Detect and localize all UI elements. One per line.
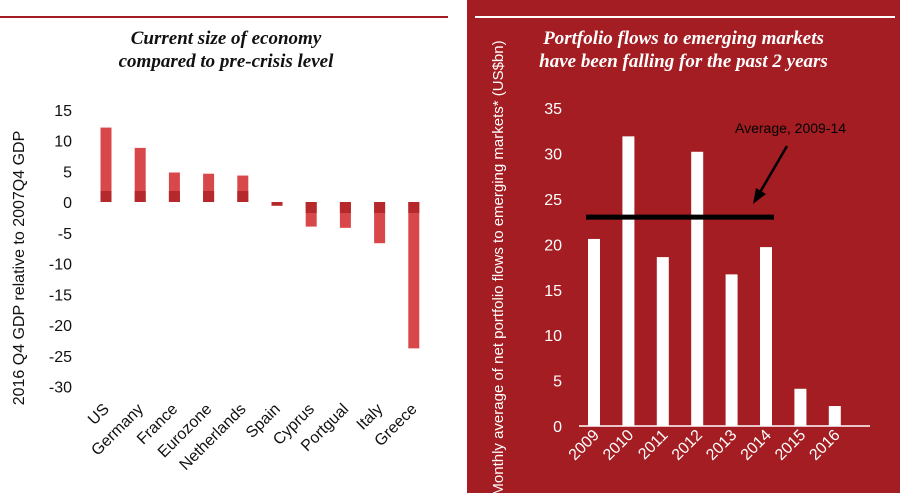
gdp-bar-base-greece: [408, 202, 420, 213]
gdp-bar-base-netherlands: [237, 191, 249, 202]
gdp-bar-us: [100, 127, 112, 202]
gdp-bar-cyprus: [305, 202, 317, 227]
flow-bar-2012: [691, 151, 704, 426]
gdp-bar-base-eurozone: [203, 191, 215, 202]
x-category-label: 2012: [669, 427, 706, 464]
flow-bar-2011: [656, 257, 669, 426]
gdp-bar-base-portgual: [339, 202, 351, 213]
y-tick-label: 10: [544, 328, 562, 345]
right-title-line-2: have been falling for the past 2 years: [539, 51, 828, 72]
left-chart-title: Current size of economy compared to pre-…: [0, 27, 452, 73]
y-tick-label: 30: [544, 147, 562, 164]
left-chart-panel: Current size of economy compared to pre-…: [0, 16, 452, 474]
gdp-bar-portgual: [339, 202, 351, 228]
flow-bar-2015: [794, 388, 807, 426]
x-category-label: 2016: [806, 427, 843, 464]
left-title-rule: [0, 16, 448, 18]
right-title-rule: [475, 16, 895, 18]
y-tick-label: 35: [544, 101, 562, 118]
y-tick-label: 0: [63, 195, 72, 212]
right-chart-title: Portfolio flows to emerging markets have…: [467, 27, 900, 73]
gdp-bar-eurozone: [203, 173, 215, 202]
gdp-bar-france: [168, 172, 180, 202]
left-title-line-2: compared to pre-crisis level: [118, 51, 334, 72]
y-axis-label: 2016 Q4 GDP relative to 2007Q4 GDP: [11, 131, 28, 406]
y-tick-label: 15: [544, 283, 562, 300]
right-title-line-1: Portfolio flows to emerging markets: [543, 28, 824, 49]
y-tick-label: -5: [58, 226, 72, 243]
y-tick-label: 5: [63, 164, 72, 181]
y-tick-label: -10: [49, 257, 72, 274]
flow-bar-2016: [828, 406, 841, 426]
portfolio-flows-bar-chart: 0 5 10 15 20 25 30 35 Monthly average of net por…: [490, 40, 870, 493]
right-chart-panel: Portfolio flows to emerging markets have…: [467, 0, 900, 493]
y-tick-label: 20: [544, 237, 562, 254]
x-category-label: 2015: [772, 427, 809, 464]
gdp-bar-base-italy: [374, 202, 386, 213]
y-tick-label: -30: [49, 380, 72, 397]
y-tick-label: 10: [54, 134, 72, 151]
x-category-label: 2014: [738, 427, 775, 464]
average-label: Average, 2009-14: [735, 120, 846, 136]
flow-bar-2010: [622, 136, 635, 426]
y-axis-label: Monthly average of net portfolio flows t…: [490, 40, 507, 493]
x-category-label: 2010: [600, 427, 637, 464]
flow-bar-2014: [760, 247, 772, 426]
x-category-label: 2011: [635, 427, 671, 463]
y-tick-label: -25: [49, 349, 72, 366]
gdp-bar-base-spain: [271, 202, 283, 206]
gdp-bar-base-cyprus: [305, 202, 317, 213]
average-arrow-head: [753, 188, 766, 204]
y-tick-label: 25: [544, 192, 562, 209]
flow-bar-2013: [725, 274, 738, 426]
gdp-bar-base-germany: [134, 191, 146, 202]
x-category-label: 2013: [703, 427, 740, 464]
gdp-bar-italy: [374, 202, 386, 244]
y-tick-label: -20: [49, 318, 72, 335]
y-tick-label: -15: [49, 287, 72, 304]
gdp-bar-germany: [134, 147, 146, 202]
left-title-line-1: Current size of economy: [130, 28, 322, 49]
gdp-bar-greece: [408, 202, 420, 349]
flow-bar-2009: [588, 238, 600, 426]
average-arrow-shaft: [757, 145, 789, 195]
y-tick-label: 5: [553, 374, 562, 391]
gdp-bar-base-france: [168, 191, 180, 202]
gdp-bar-netherlands: [237, 175, 249, 202]
y-tick-label: 0: [553, 419, 562, 436]
gdp-bar-base-us: [100, 191, 112, 202]
x-category-label: 2009: [566, 427, 603, 464]
y-tick-label: 15: [54, 103, 72, 120]
x-category-label: US: [85, 401, 113, 429]
gdp-bar-chart: 15 10 5 0 -5 -10 -15 -20 -25 -30 2016 Q4 GDP relat…: [11, 103, 421, 474]
